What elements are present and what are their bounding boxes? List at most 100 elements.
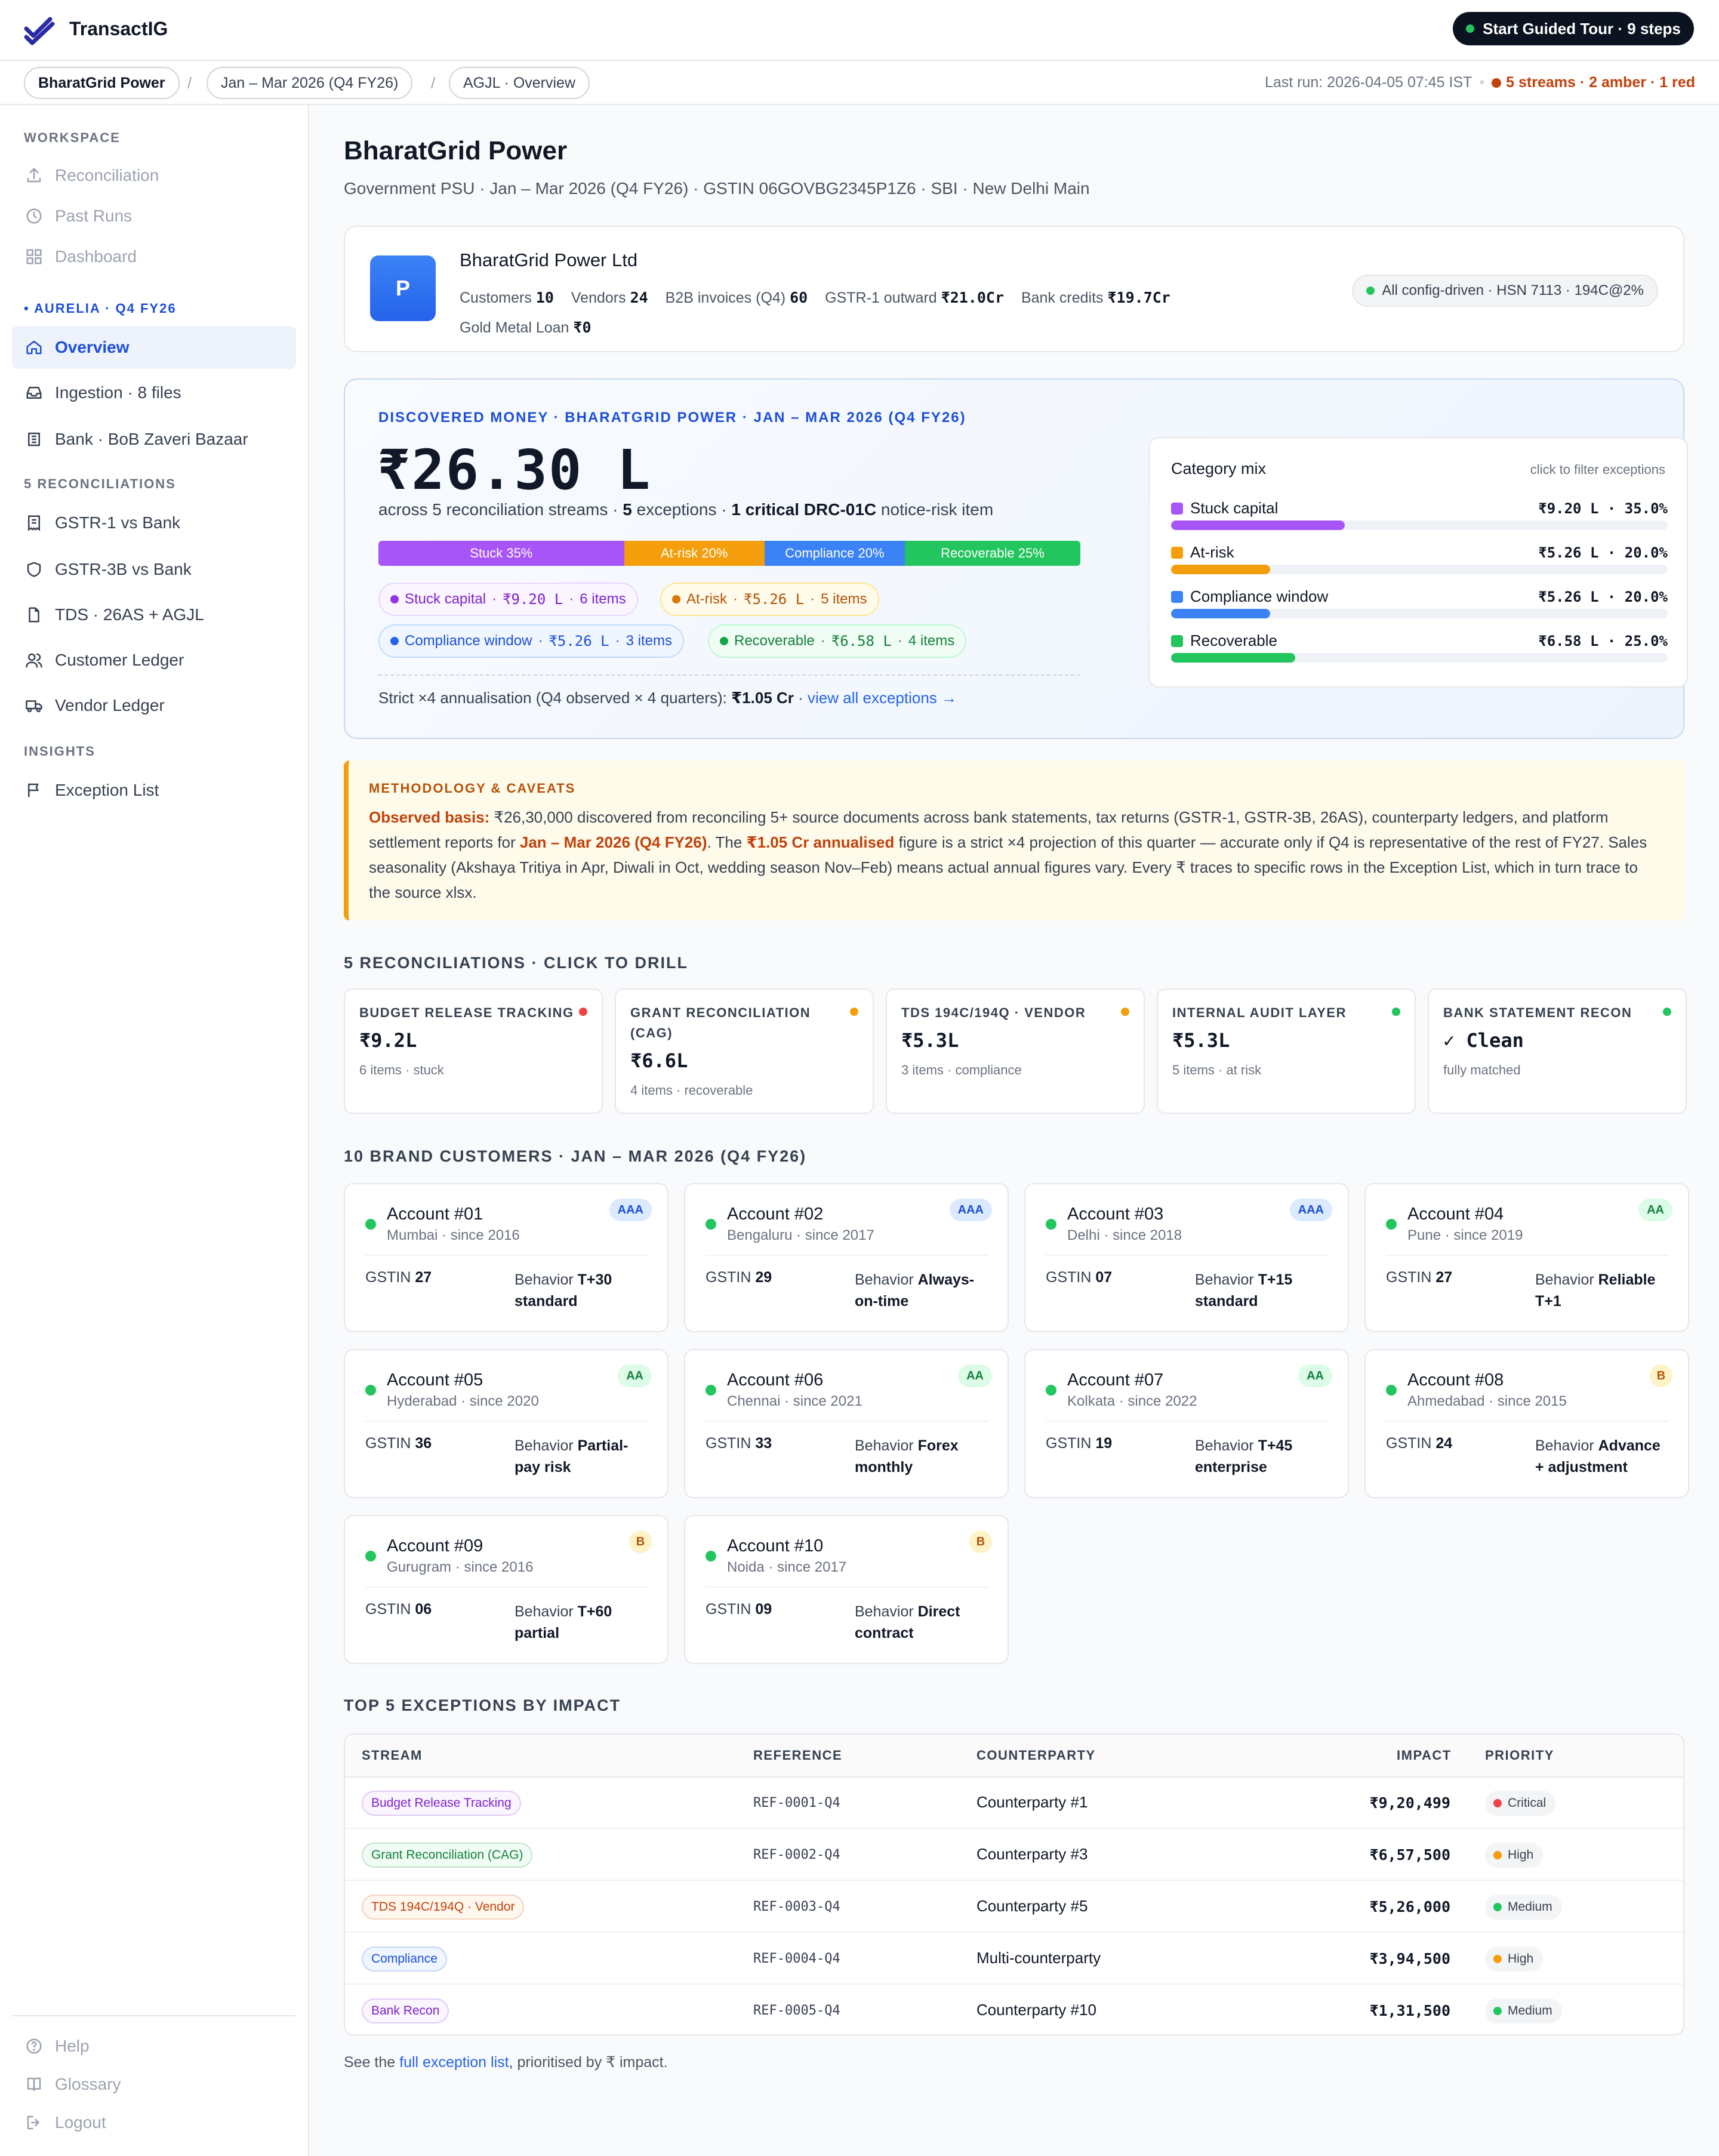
priority-label: High: [1508, 1952, 1534, 1966]
customer-card[interactable]: Account #02 Bengaluru · since 2017 AAA GSTI…: [684, 1183, 1009, 1332]
tag-recoverable[interactable]: Recoverable · ₹6.58 L · 4 items: [708, 624, 967, 658]
category-row[interactable]: At-risk ₹5.26 L · 20.0%: [1171, 543, 1668, 579]
sidebar-item-customer-ledger[interactable]: Customer Ledger: [12, 639, 296, 682]
priority-dot: [1493, 1799, 1502, 1807]
reconciliation-card[interactable]: GRANT RECONCILIATION (CAG) ₹6.6L 4 items ·…: [615, 988, 874, 1114]
divider: [706, 1255, 988, 1256]
reconciliation-card[interactable]: TDS 194C/194Q · VENDOR ₹5.3L 3 items · com…: [886, 988, 1145, 1114]
customers-heading: 10 BRAND CUSTOMERS · JAN – MAR 2026 (Q4 …: [344, 1147, 807, 1165]
start-guided-tour-button[interactable]: Start Guided Tour · 9 steps: [1453, 12, 1694, 45]
sidebar-item-label: TDS · 26AS + AGJL: [55, 605, 204, 624]
customer-card[interactable]: Account #08 Ahmedabad · since 2015 B GSTIN …: [1364, 1349, 1689, 1498]
category-row[interactable]: Stuck capital ₹9.20 L · 35.0%: [1171, 499, 1668, 535]
customer-gstin: GSTIN 09: [706, 1601, 772, 1618]
tag-compliance-window[interactable]: Compliance window · ₹5.26 L · 3 items: [378, 624, 684, 658]
customer-card[interactable]: Account #05 Hyderabad · since 2020 AA GSTIN…: [344, 1349, 668, 1498]
customer-card[interactable]: Account #06 Chennai · since 2021 AA GSTIN 3…: [684, 1349, 1009, 1498]
customer-gstin: GSTIN 36: [365, 1435, 432, 1452]
mix-segment[interactable]: At-risk 20%: [624, 541, 765, 566]
sidebar-item-past-runs[interactable]: Past Runs: [12, 195, 296, 238]
bank-icon: [28, 432, 40, 446]
sidebar-item-gstr1-vs-bank[interactable]: GSTR-1 vs Bank: [12, 501, 296, 544]
category-row[interactable]: Compliance window ₹5.26 L · 20.0%: [1171, 587, 1668, 623]
reconciliation-card[interactable]: BUDGET RELEASE TRACKING ₹9.2L 6 items · st…: [344, 988, 603, 1114]
view-all-exceptions-link[interactable]: view all exceptions →: [808, 689, 957, 707]
reconciliation-value: ₹5.3L: [1172, 1029, 1230, 1052]
table-row[interactable]: TDS 194C/194Q · Vendor REF-0003-Q4 Counter…: [345, 1881, 1683, 1933]
priority-dot: [1493, 1955, 1502, 1963]
breadcrumb-page[interactable]: AGJL · Overview: [449, 67, 590, 99]
stream-pill[interactable]: Bank Recon: [362, 1998, 449, 2023]
status-dot: [579, 1008, 587, 1016]
breadcrumb-company[interactable]: BharatGrid Power: [24, 67, 180, 99]
table-row[interactable]: Grant Reconciliation (CAG) REF-0002-Q4 Cou…: [345, 1829, 1683, 1881]
column-header[interactable]: COUNTERPARTY: [976, 1748, 1096, 1763]
stream-pill[interactable]: Budget Release Tracking: [362, 1791, 521, 1816]
receipt-icon: [28, 515, 40, 531]
methodology-callout: METHODOLOGY & CAVEATS Observed basis: ₹2…: [344, 760, 1684, 920]
company-stats: Customers 10 Vendors 24 B2B invoices (Q4…: [460, 283, 1236, 343]
stream-status[interactable]: 5 streams · 2 amber · 1 red: [1492, 74, 1695, 91]
sidebar-item-glossary[interactable]: Glossary: [12, 2063, 296, 2106]
customer-card[interactable]: Account #07 Kolkata · since 2022 AA GSTIN 1…: [1024, 1349, 1349, 1498]
exceptions-heading: TOP 5 EXCEPTIONS BY IMPACT: [344, 1696, 621, 1714]
table-row[interactable]: Budget Release Tracking REF-0001-Q4 Counte…: [345, 1778, 1683, 1829]
tag-stuck-capital[interactable]: Stuck capital · ₹9.20 L · 6 items: [378, 583, 638, 616]
reconciliation-card[interactable]: INTERNAL AUDIT LAYER ₹5.3L 5 items · at ri…: [1157, 988, 1416, 1114]
impact-cell: ₹6,57,500: [1369, 1846, 1450, 1864]
sidebar-item-gstr3b-vs-bank[interactable]: GSTR-3B vs Bank: [12, 548, 296, 591]
sidebar-item-dashboard[interactable]: Dashboard: [12, 235, 296, 278]
customer-card[interactable]: Account #03 Delhi · since 2018 AAA GSTIN 07…: [1024, 1183, 1349, 1332]
breadcrumb: BharatGrid Power / Jan – Mar 2026 (Q4 FY…: [0, 61, 1719, 105]
sidebar-item-vendor-ledger[interactable]: Vendor Ledger: [12, 684, 296, 727]
customer-card[interactable]: Account #09 Gurugram · since 2016 B GSTIN 0…: [344, 1515, 668, 1664]
column-header[interactable]: REFERENCE: [753, 1748, 843, 1763]
sidebar-item-reconciliation[interactable]: Reconciliation: [12, 154, 296, 197]
reconciliation-value: ₹9.2L: [359, 1029, 417, 1052]
sidebar-item-tds[interactable]: TDS · 26AS + AGJL: [12, 593, 296, 636]
last-run-info: Last run: 2026-04-05 07:45 IST • 5 strea…: [1264, 74, 1695, 91]
category-mix-bar[interactable]: Stuck 35% At-risk 20% Compliance 20% Recove…: [378, 541, 1080, 566]
customer-card[interactable]: Account #01 Mumbai · since 2016 AAA GSTIN 2…: [344, 1183, 668, 1332]
reconciliation-card[interactable]: BANK STATEMENT RECON ✓ Clean fully matched: [1428, 988, 1687, 1114]
column-header[interactable]: PRIORITY: [1485, 1748, 1554, 1763]
mix-segment[interactable]: Compliance 20%: [764, 541, 905, 566]
column-header[interactable]: STREAM: [362, 1748, 423, 1763]
customer-behavior: Behavior T+15 standard: [1195, 1271, 1293, 1310]
stream-pill[interactable]: TDS 194C/194Q · Vendor: [362, 1895, 525, 1920]
methodology-title: METHODOLOGY & CAVEATS: [369, 781, 576, 796]
category-row[interactable]: Recoverable ₹6.58 L · 25.0%: [1171, 632, 1668, 667]
rating-badge: AA: [618, 1365, 652, 1387]
stream-pill[interactable]: Compliance: [362, 1946, 447, 1972]
column-header[interactable]: IMPACT: [1397, 1748, 1452, 1763]
tag-at-risk[interactable]: At-risk · ₹5.26 L · 5 items: [660, 583, 879, 616]
sidebar-item-exception-list[interactable]: Exception List: [12, 769, 296, 812]
sidebar-item-logout[interactable]: Logout: [12, 2101, 296, 2144]
breadcrumb-period[interactable]: Jan – Mar 2026 (Q4 FY26): [207, 67, 413, 99]
sidebar-item-ingestion[interactable]: Ingestion · 8 files: [12, 371, 296, 414]
customer-card[interactable]: Account #10 Noida · since 2017 B GSTIN 09 Be…: [684, 1515, 1009, 1664]
mix-segment[interactable]: Recoverable 25%: [904, 541, 1080, 566]
counterparty-cell: Counterparty #10: [976, 2001, 1096, 2019]
sidebar-item-bank[interactable]: Bank · BoB Zaveri Bazaar: [12, 418, 296, 461]
full-exception-list-link[interactable]: full exception list: [399, 2054, 509, 2071]
status-dot: [365, 1385, 376, 1396]
category-label: Stuck capital: [1190, 499, 1279, 517]
customer-gstin: GSTIN 27: [1386, 1269, 1453, 1286]
priority-pill: High: [1485, 1946, 1544, 1972]
reconciliation-title: GRANT RECONCILIATION (CAG): [630, 1005, 811, 1040]
category-swatch: [1171, 635, 1183, 647]
sidebar-item-help[interactable]: Help: [12, 2025, 296, 2068]
reconciliation-subtitle: 4 items · recoverable: [630, 1083, 753, 1098]
sidebar-item-overview[interactable]: Overview: [12, 326, 296, 369]
customer-behavior: Behavior Advance + adjustment: [1535, 1437, 1661, 1476]
page-title: BharatGrid Power: [344, 136, 568, 165]
table-row[interactable]: Compliance REF-0004-Q4 Multi-counterparty ₹…: [345, 1933, 1683, 1985]
table-row[interactable]: Bank Recon REF-0005-Q4 Counterparty #10 ₹1,…: [345, 1985, 1683, 2034]
stream-pill[interactable]: Grant Reconciliation (CAG): [362, 1843, 533, 1868]
customer-behavior: Behavior Forex monthly: [855, 1437, 959, 1476]
category-fill: [1171, 609, 1271, 618]
config-pill: All config-driven · HSN 7113 · 194C@2%: [1352, 275, 1658, 307]
customer-card[interactable]: Account #04 Pune · since 2019 AA GSTIN 27 Be…: [1364, 1183, 1689, 1332]
mix-segment[interactable]: Stuck 35%: [378, 541, 624, 566]
